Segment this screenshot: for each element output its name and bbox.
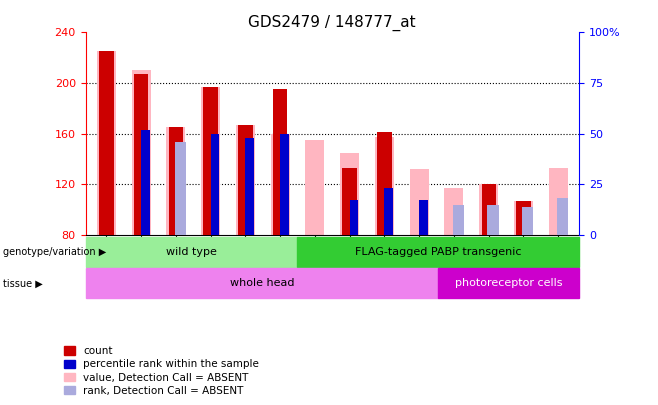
Bar xyxy=(134,74,148,235)
Bar xyxy=(557,198,568,235)
Bar xyxy=(384,188,393,235)
Bar xyxy=(419,200,428,235)
Bar xyxy=(377,132,392,235)
Bar xyxy=(174,142,186,235)
Bar xyxy=(444,188,463,235)
Bar xyxy=(517,201,530,235)
Bar xyxy=(479,184,498,235)
Title: GDS2479 / 148777_at: GDS2479 / 148777_at xyxy=(249,15,416,31)
Bar xyxy=(488,205,499,235)
Bar xyxy=(453,205,464,235)
Bar xyxy=(280,134,289,235)
Text: FLAG-tagged PABP transgenic: FLAG-tagged PABP transgenic xyxy=(355,247,521,257)
Bar xyxy=(211,134,219,235)
Bar xyxy=(168,127,183,235)
Bar xyxy=(410,169,429,235)
Bar xyxy=(343,168,357,235)
Bar xyxy=(132,70,151,235)
Bar xyxy=(340,153,359,235)
Bar xyxy=(482,184,496,235)
Bar xyxy=(201,87,220,235)
Bar xyxy=(166,127,186,235)
Bar xyxy=(238,125,253,235)
Bar xyxy=(549,168,568,235)
Text: whole head: whole head xyxy=(230,278,294,288)
Legend: count, percentile rank within the sample, value, Detection Call = ABSENT, rank, : count, percentile rank within the sample… xyxy=(64,346,259,396)
Bar xyxy=(514,201,533,235)
Text: photoreceptor cells: photoreceptor cells xyxy=(455,278,563,288)
Text: wild type: wild type xyxy=(166,247,216,257)
Bar xyxy=(236,125,255,235)
Bar xyxy=(97,51,116,235)
Text: genotype/variation ▶: genotype/variation ▶ xyxy=(3,247,107,257)
Bar xyxy=(99,51,114,235)
Bar xyxy=(375,137,394,235)
Bar xyxy=(245,138,254,235)
Bar xyxy=(522,207,534,235)
Bar xyxy=(349,200,359,235)
Bar xyxy=(141,130,150,235)
Bar xyxy=(203,87,218,235)
Bar xyxy=(273,90,288,235)
Bar xyxy=(270,134,290,235)
Text: tissue ▶: tissue ▶ xyxy=(3,278,43,288)
Bar xyxy=(305,140,324,235)
